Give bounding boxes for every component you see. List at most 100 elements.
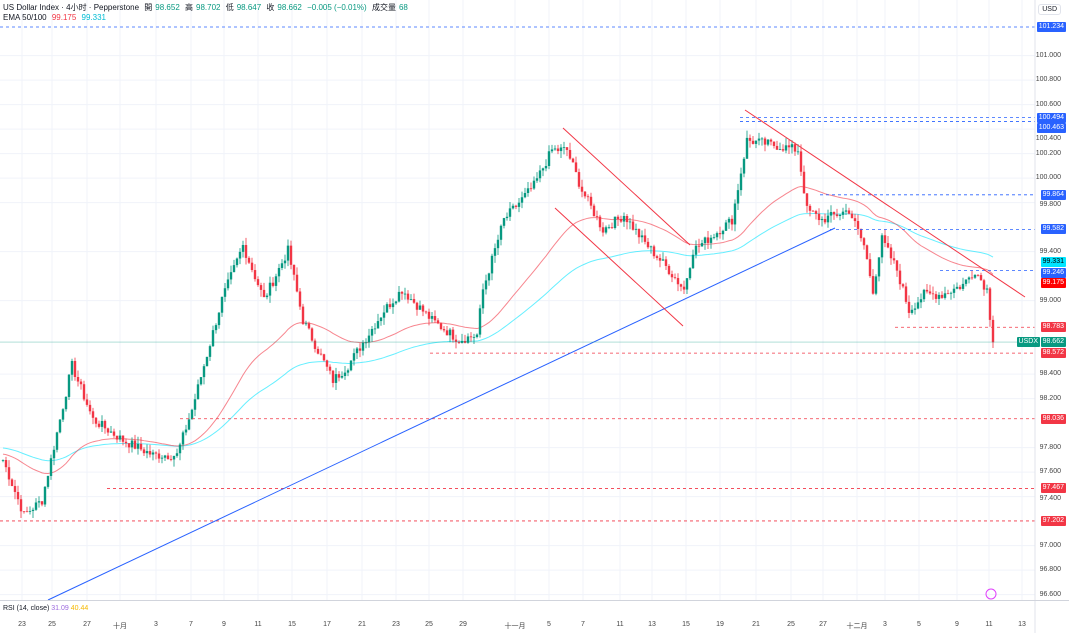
candle-body [586,196,590,198]
blue-level-tag: 100.494 [1036,112,1066,123]
candle-body [700,243,704,247]
candle-body [472,336,476,338]
candle-body [160,457,164,459]
candle-body [115,435,119,440]
candle-body [7,467,11,480]
candle-body [949,292,953,294]
candle-body [43,486,47,505]
ema-label[interactable]: EMA 50/100 [3,13,47,22]
candle-body [751,140,755,144]
candle-body [679,284,683,287]
x-tick-label: 9 [222,621,226,628]
candle-body [493,248,497,256]
x-tick-label: 9 [955,621,959,628]
candle-body [487,273,491,281]
candle-body [826,215,830,223]
candle-body [343,372,347,377]
candle-body [241,245,245,252]
candle-body [991,319,995,343]
symbol-tag: USDX [1016,337,1040,348]
candle-body [526,188,530,193]
pane-separator[interactable] [0,600,1069,601]
x-tick-label: 十二月 [846,623,868,630]
candle-body [862,238,866,246]
candle-body [745,137,749,159]
candle-body [184,429,188,433]
candle-body [775,145,779,150]
candle-body [187,419,191,430]
candle-body [970,277,974,279]
candle-body [16,491,20,500]
x-tick-label: 27 [819,621,827,628]
candle-body [547,151,551,166]
x-tick-label: 十月 [113,623,127,630]
candle-body [448,329,452,336]
candle-body [754,140,758,144]
candle-body [616,216,620,219]
x-tick-label: 23 [392,621,400,628]
channel-upper-line [562,127,691,246]
candle-body [64,396,68,410]
candle-body [127,443,131,448]
candle-body [229,272,233,280]
ema100-tag: 99.331 [1040,257,1066,268]
candle-body [562,147,566,149]
candle-body [163,455,167,458]
candle-body [646,241,650,248]
candle-body [67,374,71,397]
candle-body [940,294,944,298]
rsi-value: 31.09 [51,605,69,612]
candle-body [10,479,14,487]
candle-body [31,509,35,512]
candle-body [202,366,206,378]
candle-body [4,460,8,468]
y-tick-label: 98.200 [1039,394,1061,402]
candle-body [280,263,284,268]
candle-body [787,145,791,148]
channel-lower-line [554,207,684,327]
candle-body [310,328,314,341]
candle-body [100,420,104,427]
candle-body [304,323,308,325]
x-tick-label: 15 [288,621,296,628]
candle-body [391,303,395,308]
candle-body [682,286,686,290]
candle-body [211,330,215,347]
candle-body [505,216,509,219]
candle-body [610,227,614,229]
candle-body [259,285,263,290]
candle-body [889,247,893,259]
candle-body [97,423,101,427]
currency-button[interactable]: USD [1038,4,1061,15]
candle-body [637,228,641,238]
candle-body [877,257,881,277]
candle-body [766,139,770,145]
candle-body [52,449,56,459]
blue-level-tag: 99.582 [1040,224,1066,235]
candle-body [307,323,311,329]
candle-body [838,214,842,217]
candle-body [904,286,908,302]
candle-body [385,304,389,313]
symbol-title[interactable]: US Dollar Index · 4小时 · Pepperstone [3,3,140,12]
candle-body [661,259,665,261]
candle-body [619,218,623,222]
candle-body [118,435,122,440]
x-tick-label: 29 [459,621,467,628]
candle-body [289,245,293,265]
candle-body [538,170,542,179]
candle-body [943,293,947,298]
candle-body [370,328,374,336]
candle-body [520,197,524,203]
candle-body [421,305,425,312]
candle-body [502,218,506,226]
candle-body [748,137,752,141]
red-level-tag: 98.036 [1040,413,1066,424]
candle-body [25,511,29,513]
high-value: 98.702 [196,3,221,12]
y-tick-label: 96.800 [1039,566,1061,574]
candle-body [715,233,719,238]
candle-body [298,291,302,307]
candle-body [898,270,902,285]
